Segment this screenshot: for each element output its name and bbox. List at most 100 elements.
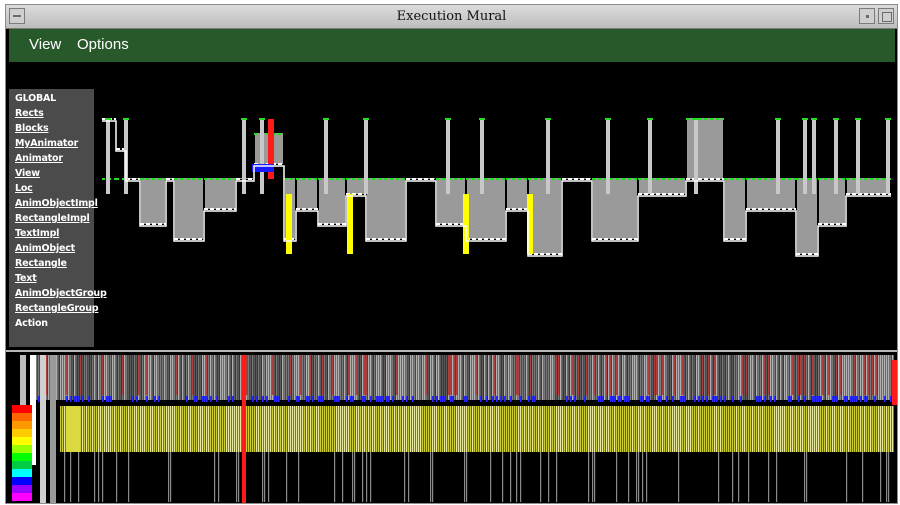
mural-column-blue: [74, 396, 76, 402]
mural-column-blue: [186, 396, 188, 402]
class-label-text[interactable]: Text: [15, 273, 37, 284]
class-label-rectangle[interactable]: Rectangle: [15, 258, 67, 269]
mural-column-top: [750, 355, 752, 400]
mural-column-yellow: [194, 406, 196, 452]
mural-column-top: [696, 355, 698, 400]
mural-column-yellow: [704, 406, 706, 452]
mural-column-red: [792, 355, 794, 395]
mural-column-blue: [694, 396, 696, 402]
mural-column-yellow: [506, 406, 508, 452]
mural-column-red: [836, 355, 838, 395]
mural-column-yellow: [742, 406, 744, 452]
mural-column-yellow: [788, 406, 790, 452]
mural-column-blue: [110, 396, 112, 402]
mural-column-top: [74, 355, 76, 400]
mural-column-blue: [620, 396, 622, 402]
minimize-button[interactable]: [859, 8, 875, 24]
mural-column-blue: [890, 396, 892, 402]
mural-column-yellow: [218, 406, 220, 452]
mural-column-yellow: [546, 406, 548, 452]
mural-column-top: [620, 355, 622, 400]
mural-column-tail: [268, 452, 270, 502]
mural-column-top: [720, 355, 722, 400]
mural-column-top: [676, 355, 678, 400]
mural-column-yellow: [316, 406, 318, 452]
class-label-rectangleimpl[interactable]: RectangleImpl: [15, 213, 90, 224]
mural-column-top: [548, 355, 550, 400]
mural-column-blue: [812, 396, 814, 402]
mural-column-yellow: [594, 406, 596, 452]
mural-column-yellow: [288, 406, 290, 452]
class-label-rectanglegroup[interactable]: RectangleGroup: [15, 303, 99, 314]
mural-column-top: [90, 355, 92, 400]
mural-column-yellow: [566, 406, 568, 452]
mural-column-top: [508, 355, 510, 400]
mural-column-tail: [404, 452, 406, 502]
class-label-animobjectgroup[interactable]: AnimObjectGroup: [15, 288, 107, 299]
pane-divider[interactable]: [6, 350, 897, 352]
mural-column-yellow: [332, 406, 334, 452]
mural-column-blue: [388, 396, 390, 402]
class-label-textimpl[interactable]: TextImpl: [15, 228, 60, 239]
mural-column-red: [348, 355, 350, 395]
call-block: [175, 178, 203, 239]
class-label-rects[interactable]: Rects: [15, 108, 44, 119]
mural-column-top: [232, 355, 234, 400]
mural-column-yellow: [212, 406, 214, 452]
mural-column-yellow: [652, 406, 654, 452]
mural-column-top: [732, 355, 734, 400]
menu-view[interactable]: View: [29, 36, 62, 53]
mural-column-yellow: [312, 406, 314, 452]
mural-column-blue: [78, 396, 80, 402]
mural-column-yellow: [352, 406, 354, 452]
class-label-animator[interactable]: Animator: [15, 153, 63, 164]
mural-column-yellow: [240, 406, 242, 452]
class-label-myanimator[interactable]: MyAnimator: [15, 138, 79, 149]
mural-column-yellow: [204, 406, 206, 452]
mural-column-top: [592, 355, 594, 400]
mural-column-yellow: [470, 406, 472, 452]
mural-column-red: [864, 355, 866, 395]
mural-column-yellow: [220, 406, 222, 452]
mural-column-red: [300, 355, 302, 395]
mural-column-yellow: [372, 406, 374, 452]
mural-column-red: [448, 355, 450, 395]
message-sequence-view[interactable]: [6, 5, 898, 350]
mural-column-top: [170, 355, 172, 400]
mural-column-yellow: [176, 406, 178, 452]
class-label-loc[interactable]: Loc: [15, 183, 33, 194]
palette-swatch: [12, 405, 32, 413]
mural-column-yellow: [128, 406, 130, 452]
mural-column-yellow: [674, 406, 676, 452]
class-label-action[interactable]: Action: [15, 318, 48, 329]
mural-column-tail: [342, 452, 344, 502]
mural-column-top: [82, 355, 84, 400]
mural-column-top: [134, 355, 136, 400]
class-label-animobjectimpl[interactable]: AnimObjectImpl: [15, 198, 98, 209]
mural-column-blue: [836, 396, 838, 402]
title-bar[interactable]: Execution Mural: [6, 5, 897, 29]
window-menu-button[interactable]: [9, 8, 25, 24]
class-label-global[interactable]: GLOBAL: [15, 93, 57, 104]
mural-column-yellow: [306, 406, 308, 452]
mural-column-blue: [500, 396, 502, 402]
mural-column-top: [370, 355, 372, 400]
mural-column-top: [386, 355, 388, 400]
mural-column-yellow: [560, 406, 562, 452]
class-label-view[interactable]: View: [15, 168, 40, 179]
mural-column-yellow: [426, 406, 428, 452]
mural-column-blue: [38, 396, 40, 402]
execution-mural-overview[interactable]: [6, 5, 898, 504]
mural-column-blue: [846, 396, 848, 402]
mural-column-top: [38, 355, 40, 400]
mural-column-tail: [636, 452, 638, 502]
mural-column-red: [290, 355, 292, 395]
mural-column-yellow: [446, 406, 448, 452]
mural-column-top: [550, 355, 552, 400]
mural-column-yellow: [298, 406, 300, 452]
class-label-blocks[interactable]: Blocks: [15, 123, 49, 134]
class-label-animobject[interactable]: AnimObject: [15, 243, 76, 254]
mural-column-top: [282, 355, 284, 400]
maximize-button[interactable]: [878, 8, 894, 24]
menu-options[interactable]: Options: [77, 36, 129, 53]
